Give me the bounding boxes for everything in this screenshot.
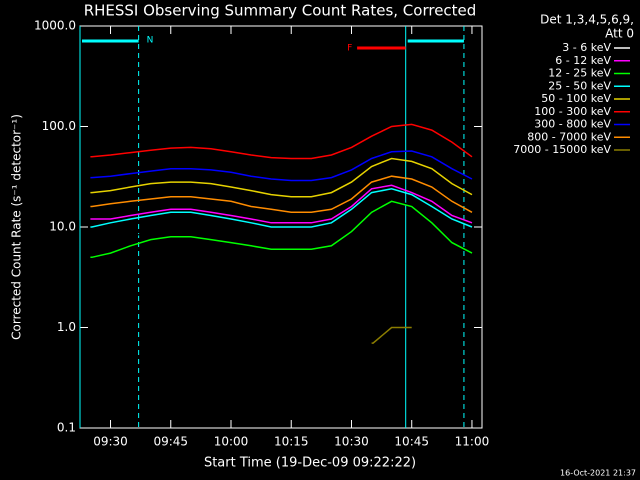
legend-header: Det 1,3,4,5,6,9, bbox=[540, 13, 634, 27]
legend-label: 50 - 100 keV bbox=[541, 92, 611, 105]
y-tick-label: 1.0 bbox=[57, 320, 76, 334]
legend-label: 6 - 12 keV bbox=[555, 54, 611, 67]
x-tick-label: 10:15 bbox=[274, 435, 309, 449]
series-line bbox=[90, 200, 473, 259]
legend-header: Att 0 bbox=[605, 27, 634, 41]
y-tick-label: 10.0 bbox=[49, 220, 76, 234]
series-line bbox=[90, 157, 473, 198]
series-line bbox=[90, 188, 473, 228]
x-tick-label: 11:00 bbox=[455, 435, 490, 449]
legend-label: 7000 - 15000 keV bbox=[513, 143, 611, 156]
flare-label: F bbox=[347, 44, 352, 54]
x-tick-label: 10:00 bbox=[214, 435, 249, 449]
y-axis-label: Corrected Count Rate (s⁻¹ detector⁻¹) bbox=[10, 114, 24, 340]
night-label: N bbox=[147, 36, 154, 46]
y-tick-label: 0.1 bbox=[57, 421, 76, 435]
legend-label: 800 - 7000 keV bbox=[527, 130, 611, 143]
series-line bbox=[90, 150, 473, 182]
y-tick-label: 100.0 bbox=[42, 119, 76, 133]
legend-label: 25 - 50 keV bbox=[548, 79, 611, 92]
x-tick-label: 10:45 bbox=[394, 435, 429, 449]
series-line bbox=[371, 326, 412, 344]
footer: 16-Oct-2021 21:37 bbox=[560, 469, 636, 478]
x-axis-label: Start Time (19-Dec-09 09:22:22) bbox=[204, 456, 416, 471]
legend-label: 300 - 800 keV bbox=[534, 118, 611, 131]
x-tick-label: 10:30 bbox=[334, 435, 369, 449]
y-tick-label: 1000.0 bbox=[34, 19, 76, 33]
series-line bbox=[90, 123, 473, 160]
series-line bbox=[90, 184, 473, 224]
series-line bbox=[90, 195, 473, 247]
chart-title: RHESSI Observing Summary Count Rates, Co… bbox=[84, 2, 477, 20]
legend-label: 12 - 25 keV bbox=[548, 67, 611, 80]
legend-label: 3 - 6 keV bbox=[562, 41, 611, 54]
x-tick-label: 09:45 bbox=[153, 435, 188, 449]
series-line bbox=[90, 175, 473, 214]
x-tick-label: 09:30 bbox=[93, 435, 128, 449]
legend-label: 100 - 300 keV bbox=[534, 105, 611, 118]
